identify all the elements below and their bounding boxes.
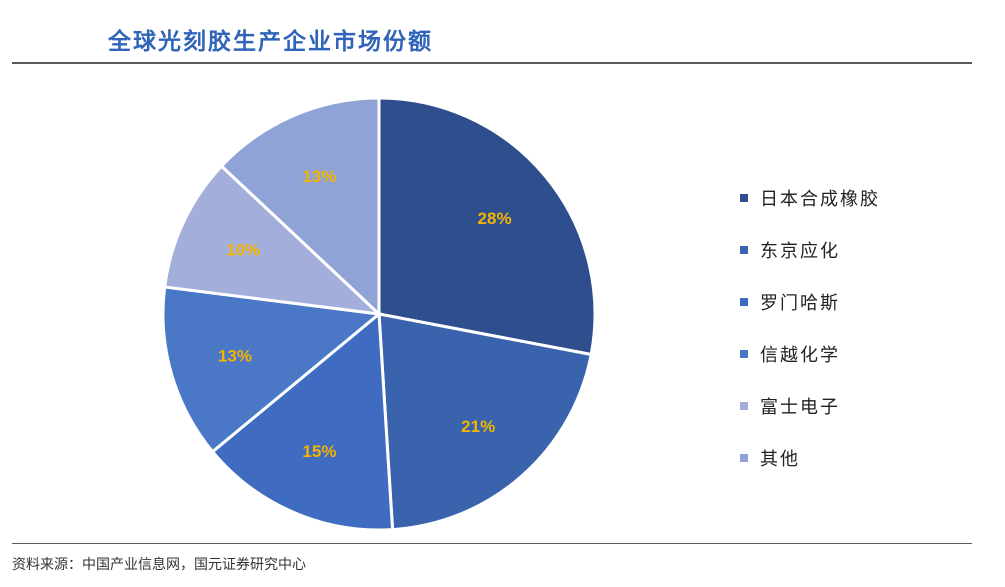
legend-label: 其他 xyxy=(760,449,800,470)
legend-label: 东京应化 xyxy=(760,241,840,262)
bottom-divider xyxy=(12,543,972,544)
legend-item-1: 日本合成橡胶 xyxy=(740,184,880,212)
legend-swatch xyxy=(740,350,748,358)
top-divider xyxy=(12,62,972,64)
pie-slice-3 xyxy=(210,310,395,532)
pie-slice-label-5: 10% xyxy=(226,241,260,260)
pie-slice-label-3: 15% xyxy=(302,442,336,461)
pie-slice-1 xyxy=(377,96,597,357)
legend-swatch xyxy=(740,454,748,462)
legend-item-3: 罗门哈斯 xyxy=(740,288,880,316)
legend-swatch xyxy=(740,298,748,306)
legend-item-2: 东京应化 xyxy=(740,236,880,264)
pie-slice-6 xyxy=(219,96,381,318)
legend-item-4: 信越化学 xyxy=(740,340,880,368)
legend-swatch xyxy=(740,402,748,410)
pie-chart: 28% 21% 15% 13% 10% 13% xyxy=(161,96,597,532)
legend-label: 罗门哈斯 xyxy=(760,293,840,314)
source-note: 资料来源：中国产业信息网，国元证券研究中心 xyxy=(12,557,306,573)
chart-title: 全球光刻胶生产企业市场份额 xyxy=(108,29,433,55)
pie-slice-label-4: 13% xyxy=(218,346,252,365)
legend-item-5: 富士电子 xyxy=(740,392,880,420)
pie-slice-label-6: 13% xyxy=(302,167,336,186)
legend-label: 日本合成橡胶 xyxy=(760,189,880,210)
legend-swatch xyxy=(740,246,748,254)
pie-slice-label-2: 21% xyxy=(461,417,495,436)
pie-slice-5 xyxy=(163,164,384,317)
legend-swatch xyxy=(740,194,748,202)
pie-slice-2 xyxy=(377,312,593,532)
legend-label: 信越化学 xyxy=(760,345,840,366)
legend-item-6: 其他 xyxy=(740,444,880,472)
pie-slice-label-1: 28% xyxy=(478,209,512,228)
legend-label: 富士电子 xyxy=(760,397,840,418)
pie-slice-4 xyxy=(161,285,383,454)
chart-legend: 日本合成橡胶 东京应化罗门哈斯信越化学富士电子其他 xyxy=(740,184,880,496)
